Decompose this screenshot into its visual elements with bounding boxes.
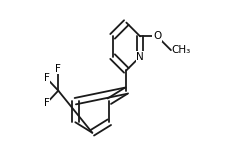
Text: N: N [136, 52, 143, 62]
Text: CH₃: CH₃ [170, 45, 189, 55]
Text: F: F [44, 73, 50, 84]
Text: O: O [152, 31, 161, 41]
Text: F: F [55, 64, 61, 74]
Text: F: F [44, 98, 50, 108]
